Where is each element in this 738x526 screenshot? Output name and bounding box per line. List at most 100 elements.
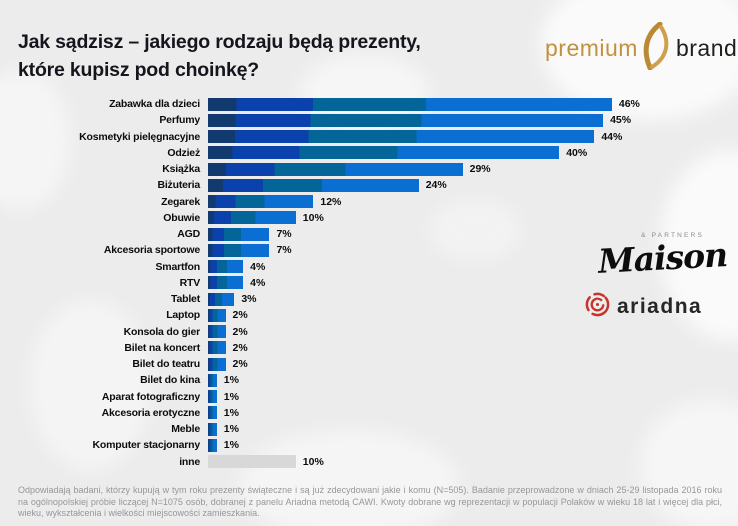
bar-row: Perfumy 45% — [10, 112, 730, 128]
brand-logo-text: brand — [675, 34, 738, 61]
bar-segment — [208, 195, 314, 209]
category-label: inne — [179, 455, 200, 468]
value-label: 2% — [232, 325, 248, 338]
category-label: Perfumy — [159, 114, 200, 127]
bar-row: Komputer stacjonarny 1% — [10, 437, 730, 453]
bar-segment — [208, 292, 235, 306]
category-label: Zegarek — [161, 195, 200, 208]
bar-segment — [208, 146, 560, 160]
bar-row: Zabawka dla dzieci 46% — [10, 96, 730, 112]
bar-row: Odzież 40% — [10, 145, 730, 161]
page-title-line1: Jak sądzisz – jakiego rodzaju będą preze… — [18, 31, 421, 53]
value-label: 3% — [241, 293, 257, 306]
value-label: 2% — [232, 309, 248, 322]
category-label: Kosmetyki pielęgnacyjne — [79, 130, 200, 143]
category-label: Komputer stacjonarny — [92, 439, 201, 452]
background-texture-blob — [430, 200, 520, 260]
category-label: AGD — [177, 228, 200, 241]
value-label: 45% — [610, 114, 632, 127]
bar-row: Obuwie 10% — [10, 210, 730, 226]
value-label: 24% — [425, 179, 447, 192]
methodology-footnote: Odpowiadają badani, którzy kupują w tym … — [18, 485, 722, 519]
category-label: Akcesoria sportowe — [103, 244, 200, 257]
maison-partners-logo: & PARTNERS Maison — [597, 232, 728, 281]
value-label: 4% — [250, 276, 266, 289]
bar-row: Meble 1% — [10, 421, 730, 437]
bar-row: Biżuteria 24% — [10, 177, 730, 193]
value-label: 1% — [223, 374, 239, 387]
bar-row: inne 10% — [10, 454, 730, 470]
value-label: 1% — [223, 439, 239, 452]
bar-row: Kosmetyki pielęgnacyjne 44% — [10, 129, 730, 145]
category-label: Laptop — [166, 309, 200, 322]
category-label: RTV — [179, 276, 201, 289]
bar-segment — [208, 113, 604, 127]
bar-row: Bilet do kina 1% — [10, 372, 730, 388]
bar-segment — [208, 276, 244, 290]
bar-segment — [208, 373, 217, 387]
premium-logo-text: premium — [545, 34, 638, 61]
background-texture-blob — [240, 430, 460, 526]
category-label: Odzież — [167, 146, 200, 159]
bar-segment — [208, 406, 217, 420]
category-label: Smartfon — [155, 260, 201, 273]
bar-segment — [208, 211, 296, 225]
bar-row: Akcesoria erotyczne 1% — [10, 405, 730, 421]
bar-row: Książka 29% — [10, 161, 730, 177]
value-label: 29% — [469, 163, 491, 176]
category-label: Aparat fotograficzny — [101, 390, 200, 403]
bar-chart: Zabawka dla dzieci 46% Perfumy 45% Kosmetyki… — [10, 96, 730, 470]
bar-segment — [208, 325, 226, 339]
bar-segment — [208, 178, 419, 192]
value-label: 10% — [302, 211, 324, 224]
bar-segment — [208, 227, 270, 241]
bar-row: Bilet do teatru 2% — [10, 356, 730, 372]
bar-segment — [208, 422, 217, 436]
ariadna-spiral-icon — [584, 291, 611, 323]
bar-row: Konsola do gier 2% — [10, 324, 730, 340]
value-label: 4% — [250, 260, 266, 273]
category-label: Biżuteria — [157, 179, 200, 192]
value-label: 1% — [223, 390, 239, 403]
bar-row: Tablet 3% — [10, 291, 730, 307]
background-texture-blob — [30, 300, 150, 470]
bar-row: Bilet na koncert 2% — [10, 340, 730, 356]
bar-segment — [208, 455, 296, 469]
ariadna-logo: ariadna — [584, 291, 702, 323]
bar-segment — [208, 357, 226, 371]
bar-row: Smartfon 4% — [10, 259, 730, 275]
category-label: Zabawka dla dzieci — [109, 98, 200, 111]
maison-script-text: Maison — [597, 235, 729, 281]
page-title: Jak sądzisz – jakiego rodzaju będą preze… — [18, 28, 518, 84]
value-label: 12% — [320, 195, 342, 208]
category-label: Bilet do kina — [140, 374, 200, 387]
category-label: Obuwie — [163, 211, 200, 224]
page-title-line2: które kupisz pod choinkę? — [18, 59, 259, 81]
bar-row: AGD 7% — [10, 226, 730, 242]
value-label: 40% — [566, 146, 588, 159]
value-label: 1% — [223, 406, 239, 419]
maison-partners-text: & PARTNERS — [641, 232, 704, 239]
value-label: 1% — [223, 423, 239, 436]
value-label: 7% — [276, 244, 292, 257]
category-label: Książka — [162, 163, 200, 176]
value-label: 10% — [302, 455, 324, 468]
value-label: 2% — [232, 341, 248, 354]
category-label: Akcesoria erotyczne — [101, 406, 201, 419]
bar-segment — [208, 308, 226, 322]
bar-segment — [208, 390, 217, 404]
value-label: 7% — [276, 228, 292, 241]
category-label: Bilet na koncert — [124, 341, 200, 354]
premium-brand-logo: premium brand — [545, 21, 738, 70]
bar-row: Laptop 2% — [10, 307, 730, 323]
bar-segment — [208, 438, 217, 452]
bar-segment — [208, 97, 612, 111]
ariadna-logo-text: ariadna — [617, 295, 703, 318]
bar-segment — [208, 243, 270, 257]
bar-row: Akcesoria sportowe 7% — [10, 242, 730, 258]
category-label: Bilet do teatru — [132, 358, 200, 371]
category-label: Tablet — [171, 293, 200, 306]
bar-row: Zegarek 12% — [10, 194, 730, 210]
bar-segment — [208, 162, 463, 176]
